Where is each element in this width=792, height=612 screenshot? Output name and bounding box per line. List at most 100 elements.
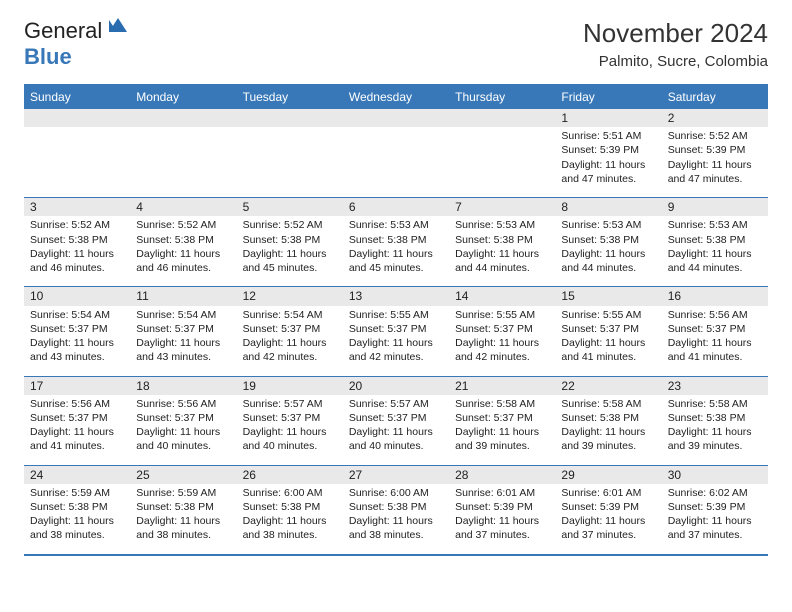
calendar-cell: 13Sunrise: 5:55 AMSunset: 5:37 PMDayligh… bbox=[343, 287, 449, 376]
daylight-text: Daylight: 11 hours and 38 minutes. bbox=[349, 514, 443, 542]
daylight-text: Daylight: 11 hours and 38 minutes. bbox=[136, 514, 230, 542]
day-content: Sunrise: 5:53 AMSunset: 5:38 PMDaylight:… bbox=[555, 216, 661, 286]
sunset-text: Sunset: 5:37 PM bbox=[243, 322, 337, 336]
calendar-cell: 30Sunrise: 6:02 AMSunset: 5:39 PMDayligh… bbox=[662, 465, 768, 555]
sunrise-text: Sunrise: 5:52 AM bbox=[668, 129, 762, 143]
sunrise-text: Sunrise: 5:52 AM bbox=[136, 218, 230, 232]
logo: General Blue bbox=[24, 18, 127, 70]
sunset-text: Sunset: 5:37 PM bbox=[349, 411, 443, 425]
calendar-cell: 18Sunrise: 5:56 AMSunset: 5:37 PMDayligh… bbox=[130, 376, 236, 465]
day-content: Sunrise: 5:54 AMSunset: 5:37 PMDaylight:… bbox=[24, 306, 130, 376]
sunrise-text: Sunrise: 6:00 AM bbox=[243, 486, 337, 500]
sunrise-text: Sunrise: 6:02 AM bbox=[668, 486, 762, 500]
day-number: 17 bbox=[24, 377, 130, 395]
calendar-week-row: 17Sunrise: 5:56 AMSunset: 5:37 PMDayligh… bbox=[24, 376, 768, 465]
day-header: Wednesday bbox=[343, 85, 449, 109]
day-content: Sunrise: 5:52 AMSunset: 5:38 PMDaylight:… bbox=[24, 216, 130, 286]
calendar-cell: 3Sunrise: 5:52 AMSunset: 5:38 PMDaylight… bbox=[24, 198, 130, 287]
day-header: Saturday bbox=[662, 85, 768, 109]
empty-daynum-bar bbox=[343, 109, 449, 127]
day-number: 23 bbox=[662, 377, 768, 395]
sunset-text: Sunset: 5:38 PM bbox=[30, 233, 124, 247]
day-content-empty bbox=[237, 127, 343, 197]
day-content: Sunrise: 5:58 AMSunset: 5:37 PMDaylight:… bbox=[449, 395, 555, 465]
calendar-cell: 9Sunrise: 5:53 AMSunset: 5:38 PMDaylight… bbox=[662, 198, 768, 287]
logo-part2: Blue bbox=[24, 44, 72, 69]
sunset-text: Sunset: 5:38 PM bbox=[136, 500, 230, 514]
sunset-text: Sunset: 5:38 PM bbox=[243, 500, 337, 514]
sunrise-text: Sunrise: 5:52 AM bbox=[243, 218, 337, 232]
sunset-text: Sunset: 5:37 PM bbox=[349, 322, 443, 336]
day-number: 8 bbox=[555, 198, 661, 216]
logo-sail-icon bbox=[109, 18, 127, 32]
calendar-week-row: 24Sunrise: 5:59 AMSunset: 5:38 PMDayligh… bbox=[24, 465, 768, 555]
calendar-cell: 1Sunrise: 5:51 AMSunset: 5:39 PMDaylight… bbox=[555, 109, 661, 198]
day-content: Sunrise: 6:00 AMSunset: 5:38 PMDaylight:… bbox=[237, 484, 343, 554]
calendar-week-row: 3Sunrise: 5:52 AMSunset: 5:38 PMDaylight… bbox=[24, 198, 768, 287]
calendar-cell: 7Sunrise: 5:53 AMSunset: 5:38 PMDaylight… bbox=[449, 198, 555, 287]
calendar-week-row: 1Sunrise: 5:51 AMSunset: 5:39 PMDaylight… bbox=[24, 109, 768, 198]
day-content: Sunrise: 5:56 AMSunset: 5:37 PMDaylight:… bbox=[662, 306, 768, 376]
daylight-text: Daylight: 11 hours and 39 minutes. bbox=[561, 425, 655, 453]
daylight-text: Daylight: 11 hours and 38 minutes. bbox=[243, 514, 337, 542]
daylight-text: Daylight: 11 hours and 46 minutes. bbox=[30, 247, 124, 275]
sunrise-text: Sunrise: 5:52 AM bbox=[30, 218, 124, 232]
day-content: Sunrise: 5:57 AMSunset: 5:37 PMDaylight:… bbox=[343, 395, 449, 465]
day-content: Sunrise: 5:53 AMSunset: 5:38 PMDaylight:… bbox=[662, 216, 768, 286]
sunset-text: Sunset: 5:37 PM bbox=[30, 411, 124, 425]
daylight-text: Daylight: 11 hours and 41 minutes. bbox=[561, 336, 655, 364]
calendar-cell: 21Sunrise: 5:58 AMSunset: 5:37 PMDayligh… bbox=[449, 376, 555, 465]
calendar-cell bbox=[449, 109, 555, 198]
sunset-text: Sunset: 5:38 PM bbox=[668, 411, 762, 425]
logo-text: General Blue bbox=[24, 18, 127, 70]
daylight-text: Daylight: 11 hours and 46 minutes. bbox=[136, 247, 230, 275]
day-number: 29 bbox=[555, 466, 661, 484]
sunset-text: Sunset: 5:37 PM bbox=[668, 322, 762, 336]
day-content: Sunrise: 5:57 AMSunset: 5:37 PMDaylight:… bbox=[237, 395, 343, 465]
page-title: November 2024 bbox=[583, 18, 768, 49]
daylight-text: Daylight: 11 hours and 44 minutes. bbox=[668, 247, 762, 275]
daylight-text: Daylight: 11 hours and 37 minutes. bbox=[561, 514, 655, 542]
daylight-text: Daylight: 11 hours and 42 minutes. bbox=[243, 336, 337, 364]
daylight-text: Daylight: 11 hours and 39 minutes. bbox=[668, 425, 762, 453]
calendar-cell: 29Sunrise: 6:01 AMSunset: 5:39 PMDayligh… bbox=[555, 465, 661, 555]
sunrise-text: Sunrise: 5:58 AM bbox=[561, 397, 655, 411]
empty-daynum-bar bbox=[130, 109, 236, 127]
calendar-cell: 15Sunrise: 5:55 AMSunset: 5:37 PMDayligh… bbox=[555, 287, 661, 376]
sunset-text: Sunset: 5:39 PM bbox=[668, 500, 762, 514]
sunrise-text: Sunrise: 5:53 AM bbox=[668, 218, 762, 232]
daylight-text: Daylight: 11 hours and 41 minutes. bbox=[668, 336, 762, 364]
sunrise-text: Sunrise: 5:51 AM bbox=[561, 129, 655, 143]
sunset-text: Sunset: 5:37 PM bbox=[243, 411, 337, 425]
day-number: 9 bbox=[662, 198, 768, 216]
sunrise-text: Sunrise: 5:54 AM bbox=[30, 308, 124, 322]
calendar-cell: 10Sunrise: 5:54 AMSunset: 5:37 PMDayligh… bbox=[24, 287, 130, 376]
sunset-text: Sunset: 5:38 PM bbox=[243, 233, 337, 247]
empty-daynum-bar bbox=[449, 109, 555, 127]
sunset-text: Sunset: 5:39 PM bbox=[561, 143, 655, 157]
sunrise-text: Sunrise: 5:57 AM bbox=[243, 397, 337, 411]
day-number: 2 bbox=[662, 109, 768, 127]
day-content: Sunrise: 5:55 AMSunset: 5:37 PMDaylight:… bbox=[343, 306, 449, 376]
empty-daynum-bar bbox=[237, 109, 343, 127]
sunrise-text: Sunrise: 5:56 AM bbox=[668, 308, 762, 322]
day-content: Sunrise: 6:01 AMSunset: 5:39 PMDaylight:… bbox=[555, 484, 661, 554]
day-number: 22 bbox=[555, 377, 661, 395]
day-header: Thursday bbox=[449, 85, 555, 109]
calendar-cell: 4Sunrise: 5:52 AMSunset: 5:38 PMDaylight… bbox=[130, 198, 236, 287]
day-content: Sunrise: 5:53 AMSunset: 5:38 PMDaylight:… bbox=[449, 216, 555, 286]
calendar-cell bbox=[24, 109, 130, 198]
daylight-text: Daylight: 11 hours and 40 minutes. bbox=[136, 425, 230, 453]
calendar-cell: 24Sunrise: 5:59 AMSunset: 5:38 PMDayligh… bbox=[24, 465, 130, 555]
sunrise-text: Sunrise: 5:56 AM bbox=[136, 397, 230, 411]
calendar-page: General Blue November 2024 Palmito, Sucr… bbox=[0, 0, 792, 574]
calendar-cell: 26Sunrise: 6:00 AMSunset: 5:38 PMDayligh… bbox=[237, 465, 343, 555]
day-number: 20 bbox=[343, 377, 449, 395]
logo-part1: General bbox=[24, 18, 102, 43]
calendar-cell: 12Sunrise: 5:54 AMSunset: 5:37 PMDayligh… bbox=[237, 287, 343, 376]
daylight-text: Daylight: 11 hours and 43 minutes. bbox=[30, 336, 124, 364]
day-number: 18 bbox=[130, 377, 236, 395]
day-content: Sunrise: 5:52 AMSunset: 5:38 PMDaylight:… bbox=[130, 216, 236, 286]
calendar-cell: 14Sunrise: 5:55 AMSunset: 5:37 PMDayligh… bbox=[449, 287, 555, 376]
daylight-text: Daylight: 11 hours and 40 minutes. bbox=[243, 425, 337, 453]
